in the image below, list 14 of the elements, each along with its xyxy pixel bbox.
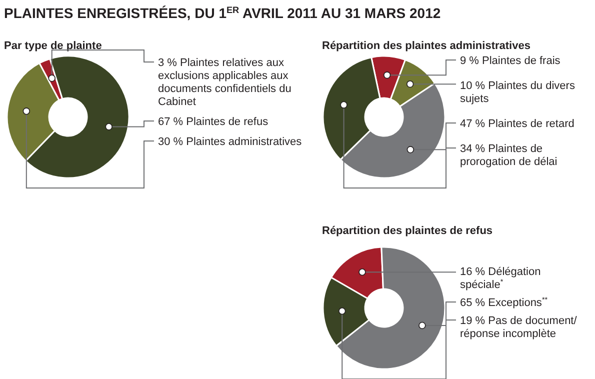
slice-label: 10 % Plaintes du divers sujets	[460, 80, 576, 105]
slice-label: 47 % Plaintes de retard	[460, 118, 574, 130]
chart-title: Répartition des plaintes administratives	[322, 40, 530, 52]
slice-label: 65 % Exceptions$^{**}$	[460, 296, 548, 309]
slice-label: 19 % Pas de document/ réponse incomplète	[460, 315, 578, 340]
slice-label: 67 % Plaintes de refus	[158, 116, 269, 128]
slice-label: 30 % Plaintes administratives	[158, 136, 302, 148]
chart-subtitle: Par type de plainte	[4, 40, 102, 52]
chart-title: Répartition des plaintes de refus	[322, 225, 493, 237]
slice-label: 34 % Plaintes de prorogation de délai	[460, 143, 558, 168]
slice-label: 3 % Plaintes relatives aux exclusions applicables aux documents confidentiels du Cabinet	[158, 57, 292, 108]
chart-title: PLAINTES ENREGISTRÉES, DU 1$^{ER}$ AVRIL 2011 AU 31 MARS 2012	[4, 5, 441, 21]
slice-label: 16 % Délégation spéciale$^{*}$	[460, 266, 541, 291]
slice-label: 9 % Plaintes de frais	[460, 55, 561, 67]
